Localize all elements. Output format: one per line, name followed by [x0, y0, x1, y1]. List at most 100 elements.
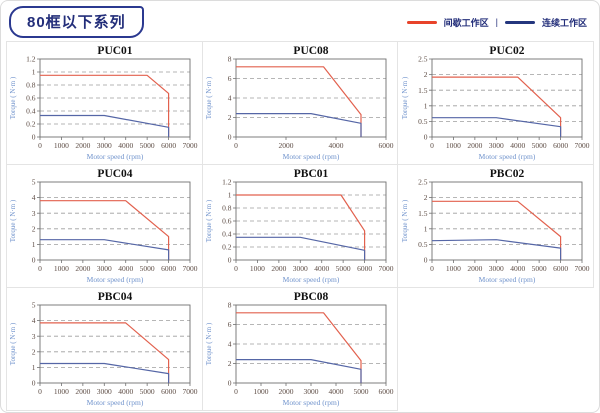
legend: 间歇工作区 | 连续工作区 [406, 16, 587, 29]
svg-text:5000: 5000 [531, 141, 546, 150]
svg-text:2000: 2000 [278, 141, 293, 150]
svg-text:6000: 6000 [161, 387, 176, 396]
svg-text:2000: 2000 [76, 387, 91, 396]
svg-text:2.5: 2.5 [418, 178, 428, 187]
svg-text:1000: 1000 [446, 141, 461, 150]
svg-text:0: 0 [234, 141, 238, 150]
svg-text:0: 0 [423, 256, 427, 265]
continuous-curve [235, 113, 362, 137]
svg-text:1000: 1000 [446, 264, 461, 273]
chart-cell-puc04: PUC04 0 1000 2000 3000 4000 5000 6000 7000 0 1 2 3 4 5… [7, 165, 203, 288]
svg-text:1: 1 [423, 101, 427, 110]
svg-text:5000: 5000 [140, 264, 155, 273]
chart-svg-pbc04: PBC04 0 1000 2000 3000 4000 5000 6000 7000 0 1 2 3 4 5… [9, 291, 198, 407]
chart-title: PUC02 [489, 45, 524, 57]
svg-text:0.2: 0.2 [222, 243, 232, 252]
svg-text:7000: 7000 [183, 141, 198, 150]
continuous-curve [431, 117, 561, 137]
chart-svg-pbc08: PBC08 0 1000 2000 3000 4000 5000 6000 0 2 4 6 8 Motor… [205, 291, 394, 407]
svg-text:5: 5 [32, 301, 36, 310]
chart-cell-puc02: PUC02 0 1000 2000 3000 4000 5000 6000 7000 0 0.5 1 1… [398, 42, 594, 165]
svg-text:6000: 6000 [357, 264, 372, 273]
svg-text:Torque ( N·m ): Torque ( N·m ) [9, 322, 17, 365]
svg-text:5000: 5000 [140, 141, 155, 150]
chart-title: PUC01 [98, 45, 133, 57]
svg-text:Motor speed (rpm): Motor speed (rpm) [87, 275, 144, 284]
svg-text:4000: 4000 [314, 264, 329, 273]
continuous-curve [431, 239, 561, 260]
svg-text:0.8: 0.8 [26, 81, 36, 90]
svg-text:2: 2 [228, 113, 232, 122]
svg-text:2000: 2000 [467, 264, 482, 273]
svg-text:1000: 1000 [253, 387, 268, 396]
svg-text:Torque ( N·m ): Torque ( N·m ) [205, 76, 213, 119]
svg-text:4: 4 [32, 193, 36, 202]
svg-text:2000: 2000 [278, 387, 293, 396]
intermittent-curve [235, 312, 362, 383]
svg-text:3: 3 [32, 332, 36, 341]
svg-text:Motor speed (rpm): Motor speed (rpm) [478, 275, 535, 284]
svg-text:3000: 3000 [293, 264, 308, 273]
chart-title: PBC04 [98, 291, 133, 303]
svg-text:0: 0 [38, 387, 42, 396]
intermittent-curve [40, 200, 170, 260]
svg-text:0: 0 [228, 379, 232, 388]
svg-text:0.6: 0.6 [26, 94, 36, 103]
svg-text:1: 1 [32, 240, 36, 249]
continuous-curve [40, 362, 170, 383]
svg-text:Torque ( N·m ): Torque ( N·m ) [9, 76, 17, 119]
svg-text:0: 0 [234, 264, 238, 273]
svg-text:2000: 2000 [467, 141, 482, 150]
svg-text:6000: 6000 [378, 387, 393, 396]
continuous-line-swatch [504, 20, 535, 24]
chart-cell-puc01: PUC01 0 1000 2000 3000 4000 5000 6000 7000 0 0.2 0.… [7, 42, 203, 165]
continuous-curve [40, 239, 170, 260]
chart-cell-pbc02: PBC02 0 1000 2000 3000 4000 5000 6000 7000 0 0.5 1 1… [398, 165, 594, 288]
svg-text:6000: 6000 [161, 141, 176, 150]
svg-text:2000: 2000 [76, 141, 91, 150]
svg-text:1: 1 [32, 68, 36, 77]
intermittent-curve [40, 74, 170, 137]
svg-text:0: 0 [32, 379, 36, 388]
chart-title: PUC04 [98, 168, 133, 180]
svg-text:6: 6 [228, 74, 232, 83]
chart-grid: PUC01 0 1000 2000 3000 4000 5000 6000 7000 0 0.2 0.… [6, 41, 594, 411]
svg-text:7000: 7000 [574, 141, 589, 150]
svg-text:2: 2 [423, 193, 427, 202]
continuous-curve [235, 236, 366, 260]
chart-title: PUC08 [293, 45, 328, 57]
empty-cell [398, 288, 594, 411]
svg-text:0: 0 [32, 133, 36, 142]
svg-text:0: 0 [430, 264, 434, 273]
svg-text:0.5: 0.5 [418, 240, 428, 249]
svg-text:Motor speed (rpm): Motor speed (rpm) [283, 275, 340, 284]
svg-text:1000: 1000 [250, 264, 265, 273]
svg-text:6000: 6000 [553, 264, 568, 273]
svg-text:7000: 7000 [183, 264, 198, 273]
svg-text:3000: 3000 [97, 141, 112, 150]
svg-text:Torque ( N·m ): Torque ( N·m ) [205, 322, 213, 365]
legend-separator: | [495, 17, 498, 27]
svg-text:4: 4 [32, 316, 36, 325]
svg-text:Torque ( N·m ): Torque ( N·m ) [401, 199, 409, 242]
svg-text:2000: 2000 [271, 264, 286, 273]
svg-text:1: 1 [423, 224, 427, 233]
svg-text:1: 1 [32, 363, 36, 372]
svg-text:6000: 6000 [161, 264, 176, 273]
svg-text:0.4: 0.4 [26, 107, 36, 116]
svg-text:2: 2 [32, 347, 36, 356]
svg-text:1.2: 1.2 [26, 55, 36, 64]
svg-text:0: 0 [228, 133, 232, 142]
svg-text:7000: 7000 [378, 264, 393, 273]
svg-text:2: 2 [228, 359, 232, 368]
svg-text:4000: 4000 [510, 264, 525, 273]
intermittent-curve [431, 76, 561, 137]
svg-text:Torque ( N·m ): Torque ( N·m ) [205, 199, 213, 242]
svg-text:3000: 3000 [97, 387, 112, 396]
series-badge: 80框以下系列 [9, 6, 144, 38]
chart-svg-puc04: PUC04 0 1000 2000 3000 4000 5000 6000 7000 0 1 2 3 4 5… [9, 168, 198, 284]
svg-text:6: 6 [228, 320, 232, 329]
intermittent-curve [40, 322, 170, 383]
svg-text:7000: 7000 [183, 387, 198, 396]
